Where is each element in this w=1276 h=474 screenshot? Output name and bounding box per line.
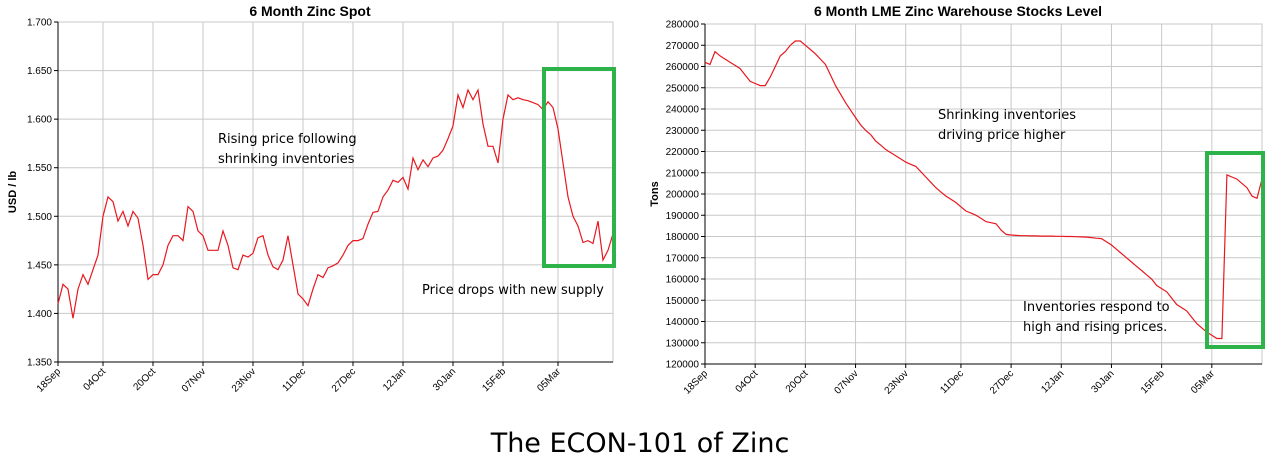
y-tick-label: 1.650 (27, 66, 52, 77)
annotation: Shrinking inventories (938, 108, 1076, 123)
y-axis-label: Tons (649, 181, 661, 206)
y-tick-label: 160000 (666, 275, 700, 286)
highlight-box (1205, 151, 1265, 349)
y-tick-label: 1.350 (27, 358, 52, 369)
x-tick-label: 15Feb (480, 366, 508, 394)
y-tick-label: 190000 (666, 211, 700, 222)
y-tick-label: 270000 (666, 41, 700, 52)
y-tick-label: 180000 (666, 232, 700, 243)
y-tick-label: 200000 (666, 190, 700, 201)
x-tick-label: 04Oct (734, 368, 761, 395)
y-tick-label: 250000 (666, 83, 700, 94)
y-tick-label: 210000 (666, 168, 700, 179)
y-tick-label: 1.400 (27, 309, 52, 320)
y-tick-label: 1.500 (27, 212, 52, 223)
annotation: shrinking inventories (218, 152, 355, 167)
x-tick-label: 11Dec (938, 368, 966, 396)
x-tick-label: 12Jan (381, 366, 408, 393)
x-tick-label: 20Oct (784, 368, 811, 395)
plot-area (57, 21, 614, 363)
annotation: high and rising prices. (1023, 320, 1167, 335)
annotation: Rising price following (218, 132, 357, 147)
x-tick-label: 30Jan (1090, 368, 1117, 395)
x-tick-label: 11Dec (280, 366, 308, 394)
y-tick-label: 1.600 (27, 115, 52, 126)
y-tick-label: 280000 (666, 20, 700, 31)
x-tick-label: 18Sep (35, 366, 64, 395)
y-tick-label: 240000 (666, 105, 700, 116)
chart-title: 6 Month LME Zinc Warehouse Stocks Level (814, 3, 1102, 19)
data-line (704, 40, 1263, 340)
x-tick-label: 04Oct (81, 366, 108, 393)
x-tick-label: 18Sep (682, 368, 711, 397)
y-tick-label: 170000 (666, 253, 700, 264)
x-tick-label: 07Nov (832, 368, 860, 396)
y-tick-label: 220000 (666, 147, 700, 158)
x-tick-label: 15Feb (1139, 368, 1167, 396)
chart-title: 6 Month Zinc Spot (249, 3, 371, 19)
x-tick-label: 12Jan (1039, 368, 1066, 395)
y-tick-label: 1.700 (27, 18, 52, 29)
y-tick-label: 150000 (666, 296, 700, 307)
caption: The ECON-101 of Zinc (490, 428, 790, 459)
x-tick-label: 30Jan (431, 366, 458, 393)
x-tick-label: 27Dec (330, 366, 358, 394)
annotation: Inventories respond to (1023, 300, 1170, 315)
x-tick-label: 07Nov (180, 366, 208, 394)
y-tick-label: 260000 (666, 62, 700, 73)
y-tick-label: 1.450 (27, 260, 52, 271)
y-tick-label: 1.550 (27, 163, 52, 174)
y-axis-label: USD / lb (7, 171, 19, 213)
x-tick-label: 05Mar (1189, 368, 1217, 396)
y-tick-label: 230000 (666, 126, 700, 137)
data-line (57, 88, 614, 319)
x-tick-label: 23Nov (230, 366, 258, 394)
highlight-box (542, 67, 616, 268)
y-tick-label: 130000 (666, 338, 700, 349)
annotation: driving price higher (938, 128, 1066, 143)
y-tick-label: 120000 (666, 360, 700, 371)
x-tick-label: 20Oct (131, 366, 158, 393)
x-tick-label: 05Mar (535, 366, 563, 394)
annotation: Price drops with new supply (422, 283, 604, 298)
y-tick-label: 140000 (666, 317, 700, 328)
x-tick-label: 27Dec (988, 368, 1016, 396)
x-tick-label: 23Nov (883, 368, 911, 396)
